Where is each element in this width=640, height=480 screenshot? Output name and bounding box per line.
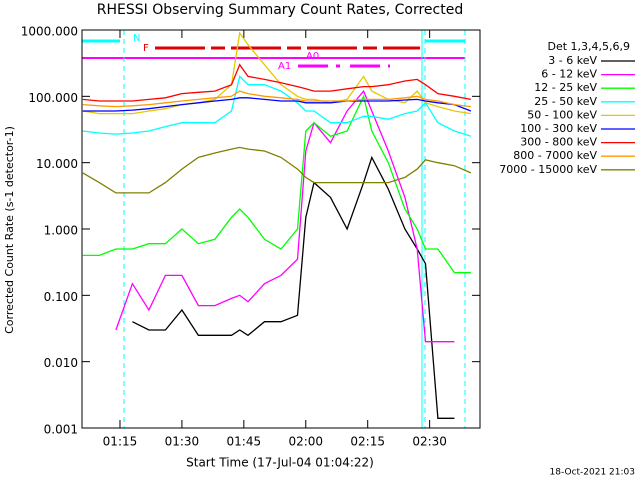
flag-label: A1: [278, 61, 291, 72]
series-line: [82, 146, 472, 194]
legend-label: 300 - 800 keV: [520, 136, 597, 149]
y-tick-label: 0.010: [44, 356, 78, 370]
legend-label: 7000 - 15000 keV: [499, 163, 597, 176]
series-line: [132, 155, 455, 419]
legend-title: Det 1,3,4,5,6,9: [547, 40, 630, 53]
chart-title: RHESSI Observing Summary Count Rates, Co…: [97, 2, 463, 18]
series-line: [115, 89, 455, 343]
series-line: [82, 90, 471, 108]
series-line: [82, 75, 472, 137]
x-tick-label: 01:15: [103, 435, 138, 449]
x-tick-label: 01:45: [227, 435, 262, 449]
legend-label: 50 - 100 keV: [527, 108, 597, 121]
legend-label: 3 - 6 keV: [548, 54, 597, 67]
series-line: [82, 63, 472, 102]
x-tick-label: 02:15: [350, 435, 385, 449]
series-line: [82, 97, 472, 112]
y-tick-label: 100.000: [28, 91, 78, 105]
y-tick-label: 0.001: [44, 423, 78, 437]
legend-label: 25 - 50 keV: [534, 95, 597, 108]
y-tick-label: 1.000: [44, 224, 78, 238]
y-tick-label: 10.000: [36, 157, 78, 171]
x-axis-label: Start Time (17-Jul-04 01:04:22): [186, 456, 374, 470]
x-tick-label: 02:30: [412, 435, 447, 449]
footer: 18-Oct-2021 21:03: [550, 468, 635, 478]
flag-label: A0: [306, 51, 319, 62]
plot-frame: [81, 29, 481, 429]
legend-label: 800 - 7000 keV: [513, 149, 597, 162]
y-tick-label: 0.100: [44, 290, 78, 304]
flag-label: N: [133, 33, 140, 44]
x-tick-label: 01:30: [165, 435, 200, 449]
y-tick-label: 1000.000: [21, 25, 78, 39]
series-line: [82, 31, 472, 115]
y-axis-label: Corrected Count Rate (s-1 detector-1): [3, 126, 16, 334]
flag-label: F: [143, 43, 149, 54]
x-tick-label: 02:00: [288, 435, 323, 449]
series-line: [82, 94, 471, 274]
legend-label: 12 - 25 keV: [534, 81, 597, 94]
legend-label: 6 - 12 keV: [541, 68, 597, 81]
legend-label: 100 - 300 keV: [520, 122, 597, 135]
